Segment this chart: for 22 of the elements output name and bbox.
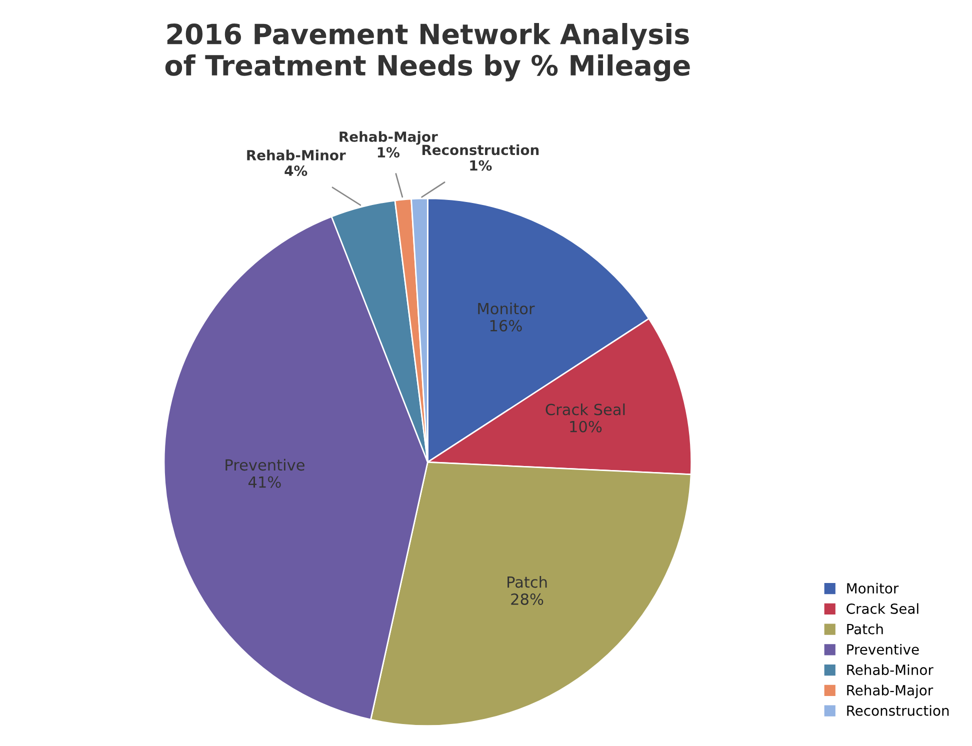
data-label: 1% xyxy=(470,160,492,171)
slice-label: Rehab-Minor xyxy=(247,150,346,160)
data-label: 10% xyxy=(570,420,602,432)
slice-label: Crack Seal xyxy=(546,403,625,416)
data-label: 28% xyxy=(511,593,544,605)
slice-label: Reconstruction xyxy=(422,144,539,156)
slice-label: Monitor xyxy=(478,302,535,314)
data-label: 1% xyxy=(378,147,400,158)
legend-label: Reconstruction xyxy=(847,705,949,716)
data-label: 4% xyxy=(284,165,308,176)
chart-title: 2016 Pavement Network Analysis of Treatment Needs by % Mileage xyxy=(165,23,690,82)
slice-label: Patch xyxy=(508,576,547,588)
data-label: 41% xyxy=(248,476,281,488)
legend-label: Monitor xyxy=(847,582,899,594)
legend-label: Rehab-Major xyxy=(847,684,934,698)
legend-label: Patch xyxy=(847,624,883,634)
legend-label: Preventive xyxy=(847,644,919,655)
slice-label: Rehab-Major xyxy=(340,131,438,145)
data-label: 16% xyxy=(490,320,522,332)
legend-label: Rehab-Minor xyxy=(847,664,934,676)
slice-label: Preventive xyxy=(226,458,304,471)
legend-label: Crack Seal xyxy=(846,603,918,614)
